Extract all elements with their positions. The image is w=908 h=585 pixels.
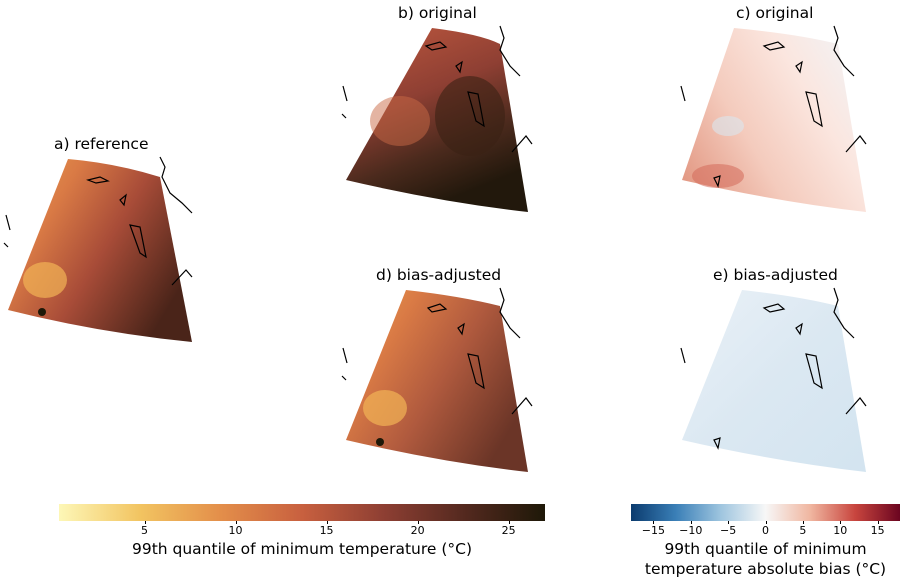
colorbar-bias-tick-label: 5 [799,524,807,537]
colorbar-bias-label-line2: temperature absolute bias (°C) [644,560,887,578]
map-panel-e-bias-adjusted-bias [680,287,867,472]
colorbar-bias-tick-mark [765,521,767,524]
map-b-coastlines [341,25,533,153]
map-a-coastlines [3,156,193,286]
colorbar-bias [631,504,900,521]
colorbar-bias-tick-label: −5 [720,524,737,537]
colorbar-temperature-tick-mark [508,521,510,524]
map-d-domain [346,290,528,472]
colorbar-temperature-ticks: 5 10 15 20 25 [59,521,545,537]
colorbar-temperature-label: 99th quantile of minimum temperature (°C… [131,540,473,558]
panel-b-title: b) original [398,4,477,22]
map-c-coastlines [680,25,867,188]
colorbar-bias-tick-mark [877,521,879,524]
map-d-coastlines [341,287,533,415]
colorbar-temperature-tick-mark [235,521,237,524]
panel-a-title: a) reference [54,135,149,153]
colorbar-bias-tick-label: 0 [762,524,769,537]
colorbar-bias-label-line1: 99th quantile of minimum [664,540,867,558]
map-e-coastlines [680,287,867,450]
colorbar-bias-tick-label: −15 [641,524,666,537]
colorbar-temperature-tick-label: 5 [141,524,149,537]
colorbar-bias-tick-mark [653,521,655,524]
colorbar-bias-tick-label: 15 [870,524,885,537]
colorbar-bias-tick-mark [728,521,730,524]
colorbar-bias-tick-mark [840,521,842,524]
colorbar-bias-tick-mark [802,521,804,524]
colorbar-temperature [59,504,545,521]
map-e-domain [682,290,866,472]
colorbar-bias-tick-label: −10 [679,524,703,537]
map-panel-c-original-bias [680,25,867,212]
panel-c-title: c) original [736,4,814,22]
colorbar-temperature-tick-mark [144,521,146,524]
colorbar-temperature-tick-label: 25 [501,524,516,537]
colorbar-temperature-tick-mark [326,521,328,524]
map-panel-d-bias-adjusted [341,287,533,472]
colorbar-temperature-tick-label: 15 [319,524,334,537]
colorbar-temperature-tick-label: 20 [410,524,425,537]
panel-d-title: d) bias-adjusted [376,266,502,284]
colorbar-temperature-tick-mark [417,521,419,524]
colorbar-bias-ticks: −15 −10 −5 0 5 10 15 [631,521,900,537]
map-panel-b-original [341,25,533,212]
map-a-domain [8,159,192,342]
colorbar-bias-tick-label: 10 [833,524,848,537]
colorbar-bias-tick-mark [690,521,692,524]
map-panel-a-reference [3,156,193,342]
panel-e-title: e) bias-adjusted [713,266,838,284]
colorbar-temperature-tick-label: 10 [228,524,243,537]
